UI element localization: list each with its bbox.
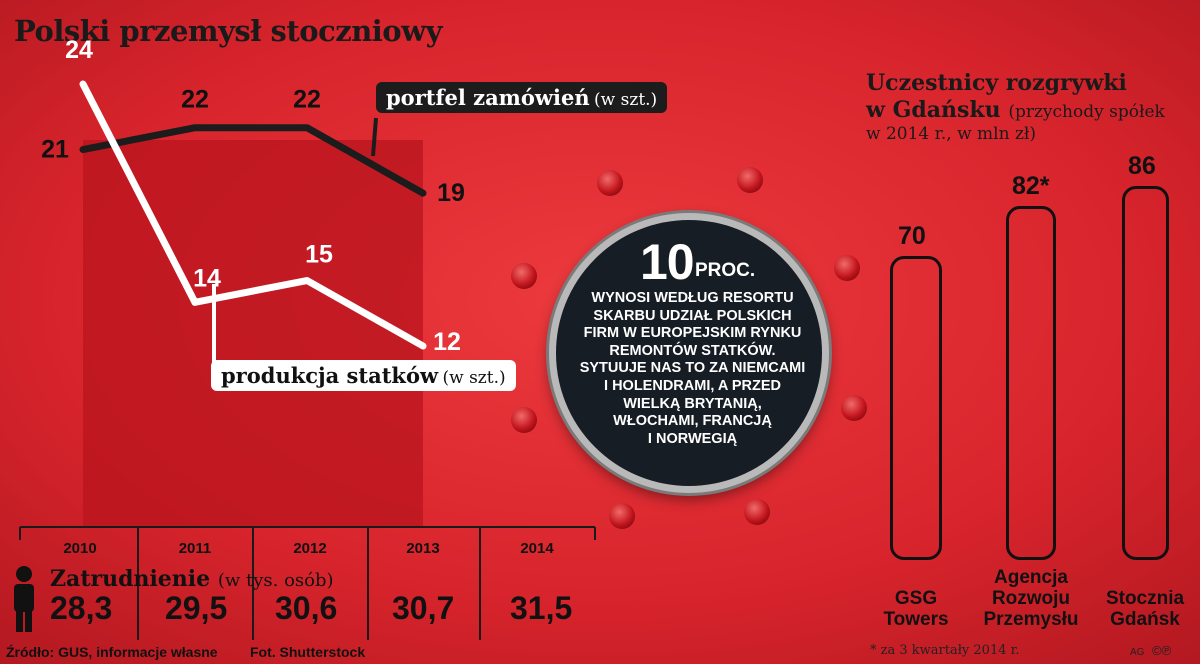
data-label-orders: 22 (181, 86, 209, 114)
bar-chart-subtitle-line2: w 2014 r., w mln zł) (866, 124, 1037, 144)
bar-chart-title: Uczestnicy rozgrywki w Gdańsku (przychod… (866, 70, 1165, 126)
bar-value-agencja: 82* (1012, 172, 1050, 200)
data-label-orders: 19 (437, 179, 465, 207)
bar-value-gsg-towers: 70 (898, 222, 926, 250)
page-title: Polski przemysł stoczniowy (14, 14, 442, 48)
bar-chart-subtitle-line1: (przychody spółek (1008, 102, 1165, 122)
stat-line: WIELKĄ BRYTANIĄ, (623, 395, 762, 412)
stat-unit: PROC. (695, 260, 756, 281)
data-label-production: 15 (305, 241, 333, 269)
employment-title: Zatrudnienie (w tys. osób) (50, 566, 334, 592)
employment-value: 30,6 (275, 590, 338, 626)
stat-line: I HOLENDRAMI, A PRZED (604, 377, 781, 394)
bar-category-stocznia: Stocznia Gdańsk (1090, 588, 1200, 630)
bar-gsg-towers (890, 256, 942, 560)
bar-agencja (1006, 206, 1056, 560)
series-name-production: produkcja statków (221, 363, 439, 388)
data-label-production: 24 (65, 36, 93, 64)
bar-category-line: Towers (883, 609, 949, 630)
footnote: * za 3 kwartały 2014 r. (870, 643, 1020, 658)
employment-unit: (w tys. osób) (217, 570, 334, 591)
year-label: 2014 (520, 540, 554, 557)
employment-value: 30,7 (392, 590, 455, 626)
bar-category-gsg-towers: GSG Towers (856, 588, 976, 630)
series-label-orders: portfel zamówień (w szt.) (376, 82, 668, 113)
bar-chart-title-line1: Uczestnicy rozgrywki (866, 70, 1127, 96)
bar-category-line: GSG (894, 588, 938, 609)
copyright-mark: ©℗ (1152, 643, 1172, 658)
employee-icon (14, 566, 34, 632)
bar-value-stocznia: 86 (1128, 152, 1156, 180)
stat-line: FIRM W EUROPEJSKIM RYNKU (583, 325, 802, 342)
year-label: 2012 (293, 540, 327, 557)
year-label: 2011 (178, 540, 212, 557)
bar-chart-title-line2: w Gdańsku (866, 97, 1001, 123)
bar-category-line: Stocznia (1105, 588, 1185, 609)
bar-category-line: Przemysłu (983, 609, 1079, 630)
data-label-orders: 22 (293, 86, 321, 114)
bar-stocznia (1122, 186, 1169, 560)
stat-line: SYTUUJE NAS TO ZA NIEMCAMI (579, 360, 806, 377)
series-name-orders: portfel zamówień (386, 85, 590, 110)
series-line-orders (79, 124, 427, 197)
data-label-orders: 21 (41, 136, 69, 164)
data-label-production: 14 (193, 264, 221, 292)
employment-value: 29,5 (165, 590, 228, 626)
series-line-production (79, 80, 427, 350)
employment-value: 31,5 (510, 590, 573, 626)
stat-line: I NORWEGIĄ (647, 430, 738, 447)
stat-line: REMONTÓW STATKÓW. (609, 342, 776, 359)
stat-line: WŁOCHAMI, FRANCJĄ (613, 413, 772, 430)
series-unit-production: (w szt.) (442, 368, 506, 388)
bolts (511, 167, 867, 529)
year-label: 2013 (406, 540, 440, 557)
chart-panel (83, 140, 423, 528)
year-label: 2010 (63, 540, 97, 557)
source-credit: Źródło: GUS, informacje własne (6, 644, 218, 660)
employment-title-text: Zatrudnienie (50, 566, 211, 592)
stat-line: WYNOSI WEDŁUG RESORTU (591, 290, 794, 306)
stat-value: 10 (640, 234, 695, 290)
stat-line: SKARBU UDZIAŁ POLSKICH (593, 307, 792, 324)
series-label-production: produkcja statków (w szt.) (211, 360, 516, 391)
bar-category-line: Gdańsk (1110, 609, 1180, 630)
photo-credit: Fot. Shutterstock (250, 644, 366, 660)
table-lines (19, 526, 596, 640)
connector-orders (371, 117, 378, 157)
employment-value: 28,3 (50, 590, 113, 626)
series-unit-orders: (w szt.) (594, 90, 658, 110)
stat-text: WYNOSI WEDŁUG RESORTU SKARBU UDZIAŁ POLS… (560, 290, 825, 448)
porthole (549, 213, 829, 493)
bar-category-agencja: Agencja Rozwoju Przemysłu (966, 567, 1096, 630)
data-label-production: 12 (433, 328, 461, 356)
bar-category-line: Agencja (994, 567, 1068, 588)
bar-category-line: Rozwoju (991, 588, 1071, 609)
author-credit: AG (1130, 647, 1145, 658)
